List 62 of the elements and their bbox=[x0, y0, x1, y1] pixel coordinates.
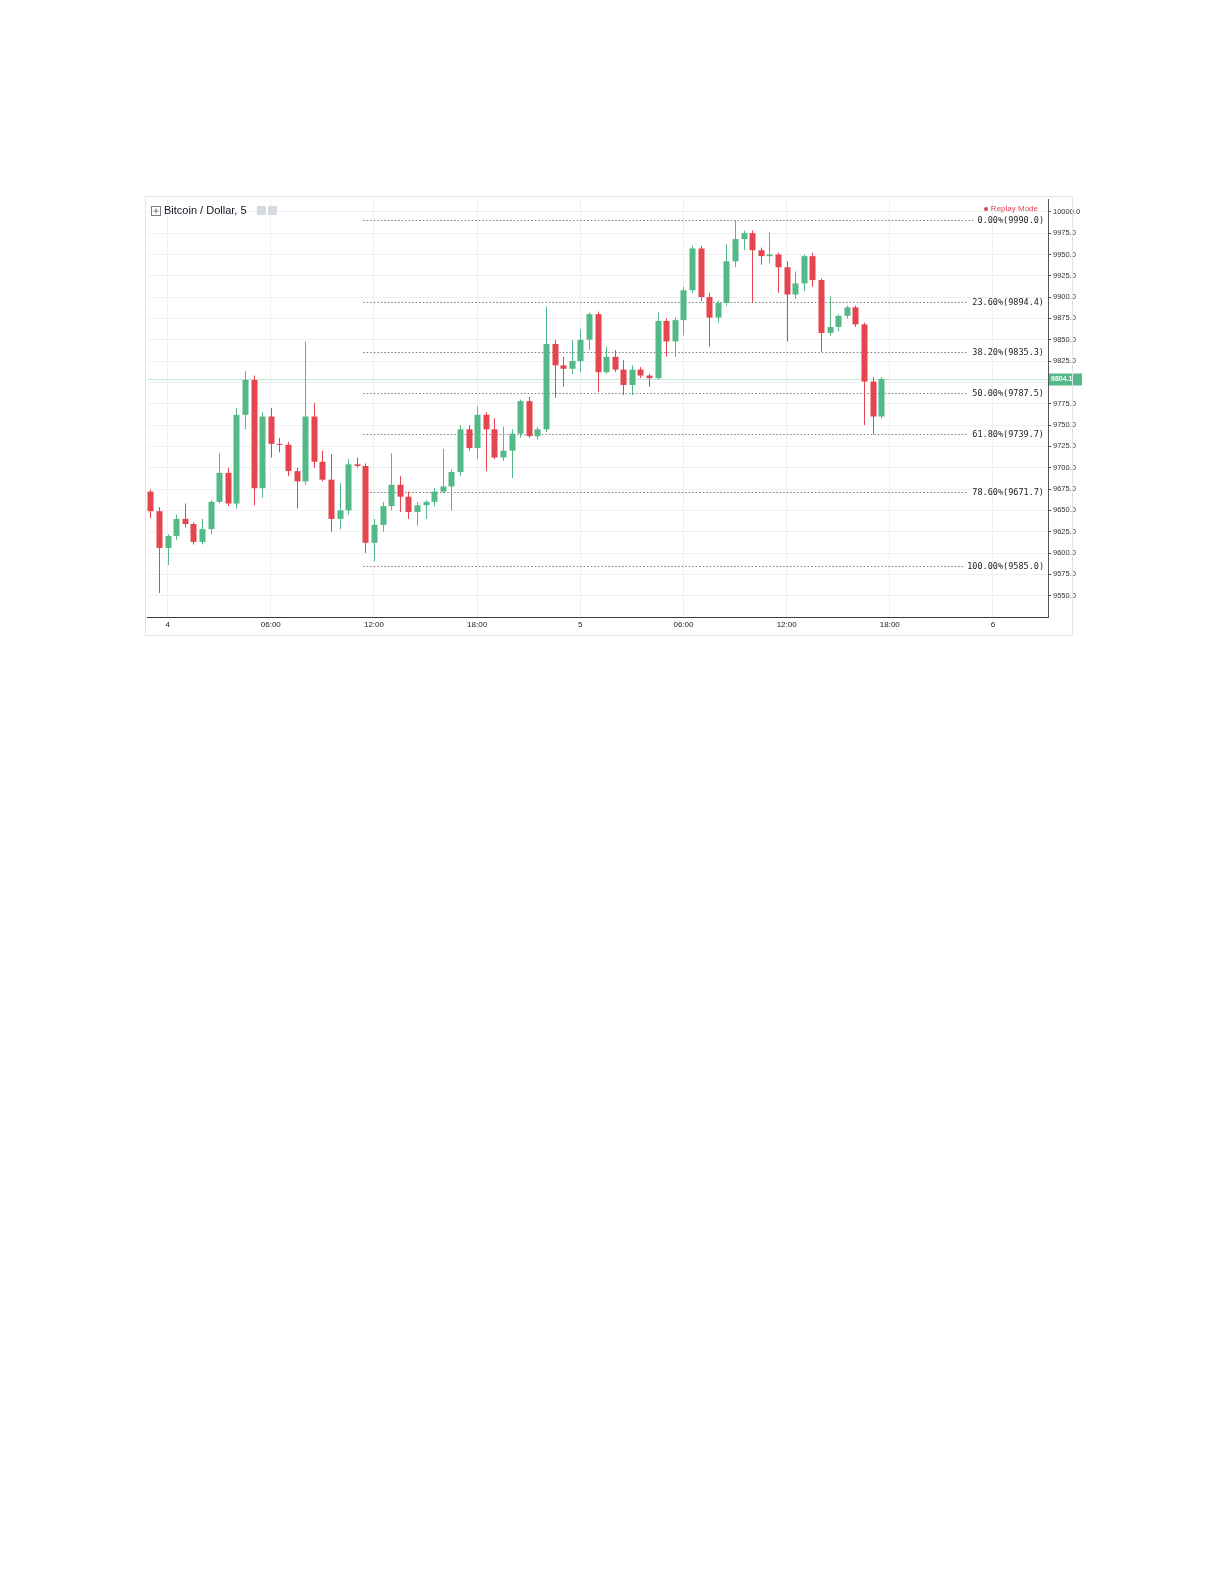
candlestick bbox=[440, 448, 447, 494]
candlestick bbox=[414, 501, 421, 527]
candlestick bbox=[715, 300, 722, 324]
candlestick bbox=[509, 428, 516, 479]
ref-line-label: 38.20%(9835.3) bbox=[972, 346, 1044, 357]
candlestick bbox=[423, 499, 430, 520]
candlestick bbox=[775, 252, 782, 294]
candlestick bbox=[147, 489, 154, 519]
candlestick bbox=[466, 424, 473, 452]
ref-line-label: 0.00%(9990.0) bbox=[977, 214, 1044, 225]
candlestick bbox=[577, 329, 584, 373]
candlestick bbox=[397, 475, 404, 513]
candlestick bbox=[371, 518, 378, 563]
candlestick bbox=[448, 468, 455, 511]
candlestick bbox=[173, 514, 180, 541]
candlestick bbox=[552, 339, 559, 399]
candlestick bbox=[612, 349, 619, 373]
candlestick bbox=[766, 231, 773, 264]
x-tick-label: 6 bbox=[990, 620, 996, 629]
candlestick bbox=[852, 305, 859, 328]
candlestick bbox=[569, 339, 576, 375]
candlestick bbox=[190, 521, 197, 545]
x-tick-label: 06:00 bbox=[673, 620, 695, 629]
x-tick-label: 12:00 bbox=[776, 620, 798, 629]
candlestick bbox=[483, 411, 490, 472]
x-tick-label: 4 bbox=[165, 620, 171, 629]
x-tick-label: 5 bbox=[578, 620, 584, 629]
candlestick bbox=[749, 230, 756, 304]
candlestick bbox=[741, 230, 748, 251]
candlestick bbox=[500, 426, 507, 462]
candlestick bbox=[405, 491, 412, 520]
candlestick bbox=[319, 450, 326, 482]
x-tick-label: 18:00 bbox=[879, 620, 901, 629]
x-tick-label: 18:00 bbox=[467, 620, 488, 629]
ref-line-label: 23.60%(9894.4) bbox=[972, 296, 1044, 307]
candlestick bbox=[792, 271, 799, 300]
candlestick bbox=[732, 219, 739, 268]
candlestick bbox=[629, 364, 636, 396]
candlestick bbox=[294, 467, 301, 510]
candlestick bbox=[380, 501, 387, 533]
candlestick bbox=[199, 518, 206, 545]
candlestick bbox=[663, 317, 670, 358]
candlestick bbox=[560, 356, 567, 388]
ref-line-label: 100.00%(9585.0) bbox=[967, 560, 1044, 571]
ref-line-label: 61.80%(9739.7) bbox=[972, 428, 1044, 439]
candlestick bbox=[827, 295, 834, 336]
candlestick bbox=[165, 533, 172, 566]
candlestick bbox=[337, 482, 344, 530]
ref-line-label: 50.00%(9787.5) bbox=[972, 387, 1044, 398]
candlestick bbox=[672, 317, 679, 358]
candlestick bbox=[354, 456, 361, 469]
candlestick bbox=[388, 452, 395, 511]
candlestick bbox=[809, 252, 816, 288]
candlestick bbox=[620, 359, 627, 396]
chart-title: Bitcoin / Dollar, 5 bbox=[164, 204, 247, 217]
x-tick-label: 06:00 bbox=[260, 620, 282, 629]
annotation: Replay Mode bbox=[990, 204, 1039, 214]
candlestick bbox=[182, 503, 189, 528]
x-tick-label: 12:00 bbox=[363, 620, 385, 629]
ref-line-label: 78.60%(9671.7) bbox=[972, 486, 1044, 497]
candlestick bbox=[706, 292, 713, 348]
candlestick bbox=[603, 346, 610, 375]
